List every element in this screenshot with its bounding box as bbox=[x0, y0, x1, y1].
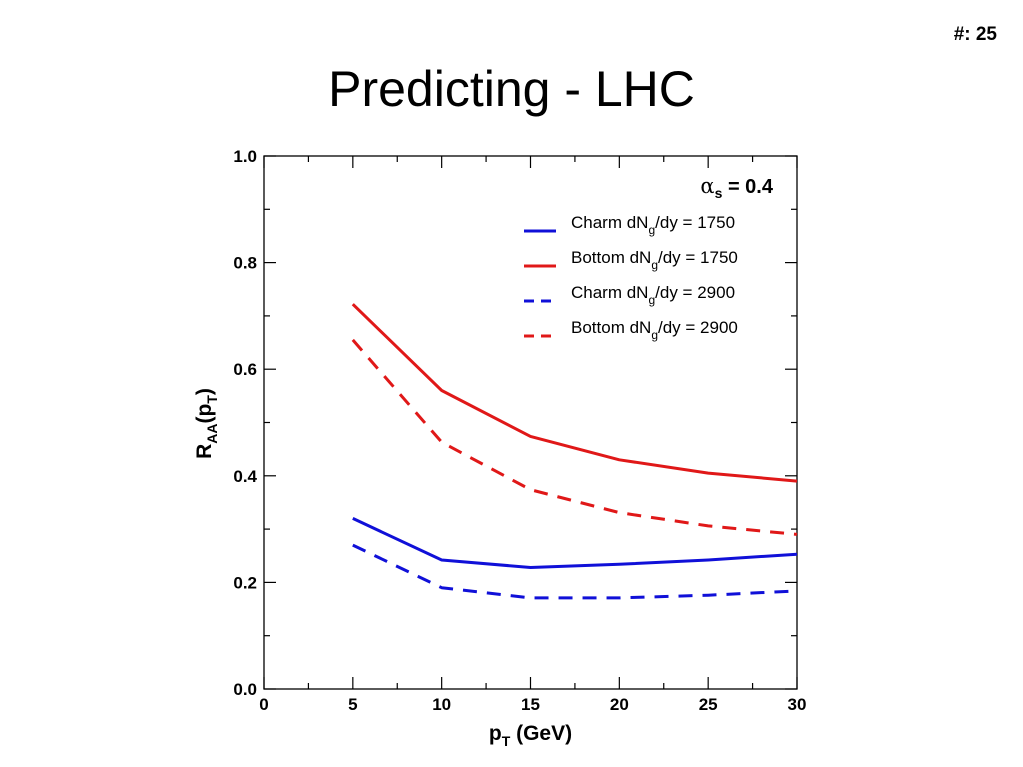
legend-label-3: Charm dNg/dy = 2900 bbox=[571, 283, 735, 307]
legend-label-2: Bottom dNg/dy = 1750 bbox=[571, 248, 738, 272]
slide-title: Predicting - LHC bbox=[328, 61, 695, 117]
x-tick-label: 30 bbox=[788, 695, 807, 714]
x-tick-label: 10 bbox=[432, 695, 451, 714]
slide-number: #: 25 bbox=[953, 24, 997, 45]
x-axis-label: pT (GeV) bbox=[489, 722, 572, 749]
chart-legend: Charm dNg/dy = 1750 Bottom dNg/dy = 1750 C… bbox=[524, 213, 738, 342]
chart-labels: 0 5 10 15 20 25 30 0.0 0.2 0.4 0.6 0.8 1.0 pT (GeV) RA… bbox=[193, 147, 806, 749]
y-tick-label: 0.6 bbox=[233, 360, 257, 379]
chart-axes bbox=[263, 155, 798, 690]
plot-frame bbox=[263, 155, 798, 690]
x-tick-label: 20 bbox=[610, 695, 629, 714]
legend-label-4: Bottom dNg/dy = 2900 bbox=[571, 318, 738, 342]
series-line-2 bbox=[351, 303, 798, 483]
y-tick-label: 0.4 bbox=[233, 467, 257, 486]
alpha-s-annotation: αs = 0.4 bbox=[700, 174, 773, 201]
x-tick-label: 5 bbox=[348, 695, 357, 714]
y-tick-label: 0.0 bbox=[233, 680, 257, 699]
x-tick-label: 0 bbox=[259, 695, 268, 714]
chart-series bbox=[351, 303, 798, 600]
legend-label-1: Charm dNg/dy = 1750 bbox=[571, 213, 735, 237]
x-tick-label: 25 bbox=[699, 695, 718, 714]
series-line-4 bbox=[351, 338, 798, 536]
y-tick-label: 1.0 bbox=[233, 147, 257, 166]
y-axis-label: RAA(pT) bbox=[193, 388, 220, 459]
y-tick-label: 0.2 bbox=[233, 573, 257, 592]
y-tick-label: 0.8 bbox=[233, 254, 257, 273]
series-line-3 bbox=[352, 543, 798, 600]
x-tick-label: 15 bbox=[521, 695, 540, 714]
series-line-1 bbox=[352, 517, 798, 569]
